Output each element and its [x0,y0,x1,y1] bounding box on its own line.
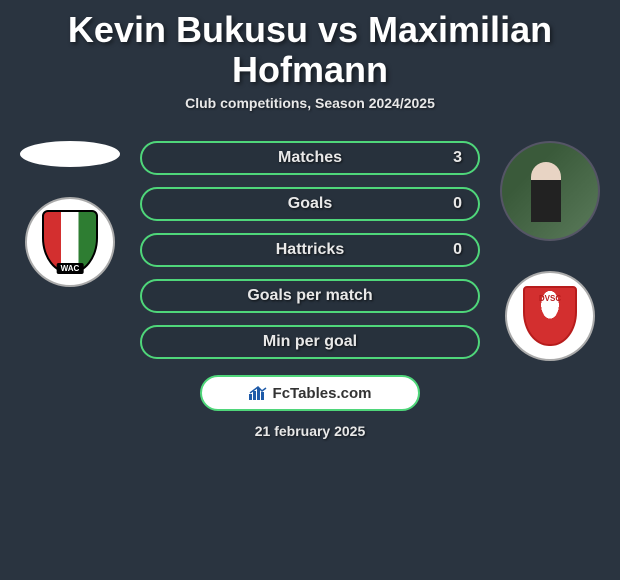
stat-value-right: 0 [453,241,462,259]
right-player-column [490,131,610,361]
left-player-placeholder [20,141,120,167]
brand-text: FcTables.com [273,385,372,402]
stat-label: Matches [278,149,342,167]
stat-matches: Matches 3 [140,141,480,175]
stat-label: Goals [288,195,332,213]
comparison-widget: Kevin Bukusu vs Maximilian Hofmann Club … [0,0,620,439]
stat-value-right: 3 [453,149,462,167]
right-club-badge [505,271,595,361]
stat-hattricks: Hattricks 0 [140,233,480,267]
stat-goals-per-match: Goals per match [140,279,480,313]
stat-label: Hattricks [276,241,344,259]
dvsc-shield-icon [523,286,577,346]
bar-chart-icon [249,386,267,400]
stat-goals: Goals 0 [140,187,480,221]
right-player-photo [500,141,600,241]
stat-label: Min per goal [263,333,357,351]
main-area: Matches 3 Goals 0 Hattricks 0 Goals per … [0,131,620,361]
brand-link[interactable]: FcTables.com [200,375,420,411]
wac-shield-icon [42,210,98,274]
page-title: Kevin Bukusu vs Maximilian Hofmann [0,0,620,95]
date-label: 21 february 2025 [0,423,620,439]
left-player-column [10,131,130,287]
stat-value-right: 0 [453,195,462,213]
subtitle: Club competitions, Season 2024/2025 [0,95,620,131]
left-club-badge [25,197,115,287]
stats-column: Matches 3 Goals 0 Hattricks 0 Goals per … [130,131,490,359]
stat-label: Goals per match [247,287,372,305]
stat-min-per-goal: Min per goal [140,325,480,359]
